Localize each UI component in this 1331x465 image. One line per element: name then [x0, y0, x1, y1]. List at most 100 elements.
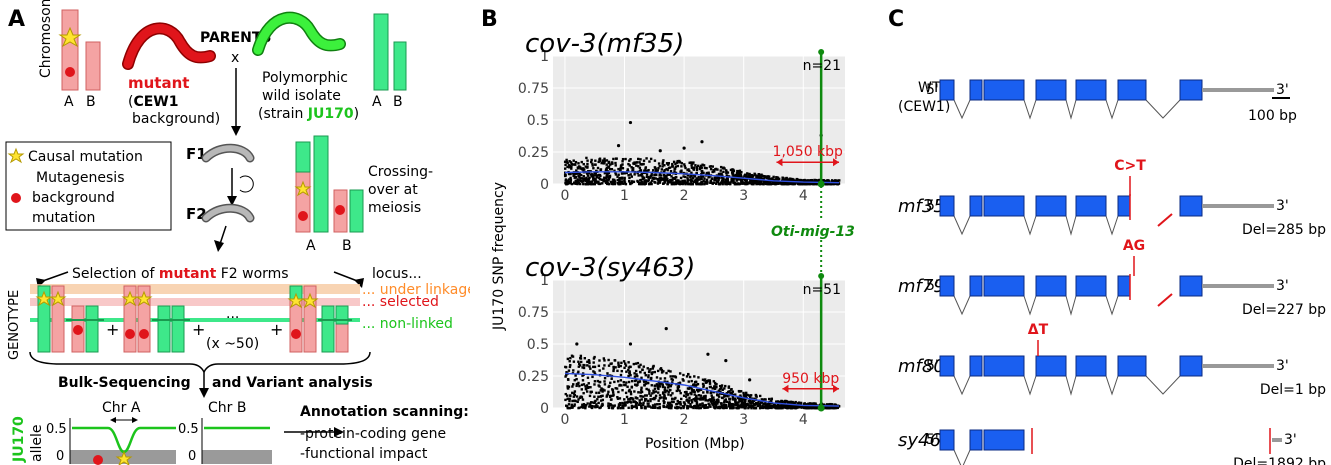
tick-05-b: 0.5	[178, 422, 199, 437]
intron-line	[1023, 375, 1037, 396]
y-tick-label: 0	[540, 177, 549, 193]
panel-a: A Chromosome A B mutant (CEW1 background…	[5, 0, 470, 465]
interval-arrow-left	[782, 384, 789, 393]
exon-box	[969, 429, 983, 451]
exon-box	[1179, 275, 1203, 297]
f1-label: F1	[186, 145, 207, 163]
exon-box	[983, 275, 1025, 297]
exon-box	[983, 355, 1025, 377]
exon-box	[1035, 355, 1067, 377]
legend-causal: Causal mutation	[28, 149, 143, 165]
panel-b-ylabel: JU170 SNP frequency	[491, 182, 507, 331]
genotype-group-3	[287, 285, 352, 353]
y-tick-label: 0.25	[518, 369, 549, 385]
intron-line	[953, 375, 971, 396]
exon-box	[1117, 355, 1147, 377]
x-tick-label: 3	[739, 412, 748, 428]
panel-c-letter: C	[888, 7, 904, 32]
interval-arrow-left	[776, 158, 783, 167]
exon-box	[969, 355, 983, 377]
exon-box	[939, 355, 955, 377]
under-linkage-label: ... under linkage	[362, 282, 470, 298]
deletion-label: Del=1 bp	[1260, 382, 1326, 398]
scale-label: 100 bp	[1248, 108, 1297, 124]
deletion-label: Del=227 bp	[1242, 302, 1326, 318]
intron-line	[1065, 99, 1077, 120]
interval-arrow-right	[833, 158, 840, 167]
annotation-title: Annotation scanning:	[300, 404, 469, 420]
gene-model-row: mf35 Del=285 bp 5' 3' C>T	[898, 158, 1326, 238]
y-tick-label: 0	[540, 401, 549, 417]
utr-bar	[1202, 88, 1274, 92]
exon-box	[983, 429, 1025, 451]
intron-line	[1145, 375, 1181, 395]
exon-box	[1035, 79, 1067, 101]
y-tick-label: 0.5	[527, 113, 549, 129]
exon-box	[1179, 195, 1203, 217]
genotype-group-1	[35, 285, 104, 353]
x-tick-label: 4	[799, 188, 808, 204]
exon-box	[983, 195, 1025, 217]
exon-box	[939, 429, 955, 451]
intron-line	[1065, 295, 1077, 316]
snp-outlier-point	[628, 120, 633, 125]
panel-b-charts: B JU170 SNP frequency Position (Mbp) 0 0.…	[481, 7, 855, 452]
snp-outlier-point	[616, 144, 621, 148]
interval-arrow-right	[833, 384, 840, 393]
five-prime-label: 5'	[926, 432, 939, 448]
snp-points	[563, 156, 841, 186]
n-label: n=51	[803, 282, 841, 298]
locus-label: locus...	[372, 266, 422, 282]
snp-outlier-point	[748, 378, 752, 382]
snp-outlier-point	[575, 342, 579, 346]
three-prime-label: 3'	[1276, 278, 1289, 294]
chr-a-plot-label: Chr A	[102, 400, 141, 416]
mutation-label: ΔT	[1028, 322, 1049, 338]
background-mutation-dot-icon	[65, 67, 75, 77]
allele-name: mf35	[898, 196, 945, 217]
crossing-3: meiosis	[368, 200, 421, 216]
tick-0-a: 0	[56, 449, 64, 464]
panel-a-letter: A	[8, 7, 25, 32]
causal-mutation-star-icon	[58, 26, 82, 48]
gene-model-row: mf80 Del=1 bp 5' 3' ΔT	[898, 322, 1326, 398]
y-tick-label: 0.75	[518, 305, 549, 321]
wild-chr-b-label: B	[393, 94, 403, 110]
plus-2: +	[192, 320, 205, 339]
utr-bar	[1202, 364, 1274, 368]
legend-star-icon	[7, 147, 25, 164]
chart-title: cov-3(mf35)	[525, 29, 684, 59]
cross-label: x	[231, 50, 239, 66]
mutant-label: mutant	[128, 74, 189, 92]
marker-label: Oti-mig-13	[771, 224, 855, 240]
exon-box	[1075, 275, 1107, 297]
gene-model-row: sy463 Del=1892 bp 5' 3'	[898, 428, 1326, 465]
legend-bg-2: background	[32, 190, 115, 206]
wild-chromosome-b	[393, 41, 407, 91]
background-label: background)	[132, 111, 220, 127]
legend-bg-3: mutation	[32, 210, 95, 226]
exon-box	[969, 275, 983, 297]
exon-box	[969, 79, 983, 101]
three-prime-label: 3'	[1284, 432, 1297, 448]
selection-line: Selection of mutant F2 worms	[72, 266, 289, 282]
trend-line	[564, 372, 840, 407]
exon-box	[1035, 275, 1067, 297]
chr-a-label: A	[64, 94, 74, 110]
chromosome-label: Chromosome	[38, 0, 54, 78]
strain-line: (strain JU170)	[258, 106, 359, 122]
snp-outlier-point	[724, 359, 728, 363]
crossing-1: Crossing-	[368, 164, 433, 180]
exon-box	[983, 79, 1025, 101]
annotation-item-2: -functional impact	[300, 446, 428, 462]
y-tick-label: 0.75	[518, 81, 549, 97]
allele-axis-label: allele	[29, 425, 45, 462]
chr-b-label: B	[86, 94, 96, 110]
crossing-2: over at	[368, 182, 418, 198]
chr-b-plot-label: Chr B	[208, 400, 246, 416]
times-label: (x ~50)	[206, 336, 259, 352]
x-tick-label: 2	[680, 412, 689, 428]
wild-chr-a-label: A	[372, 94, 382, 110]
intron-line	[1105, 375, 1119, 396]
snp-outlier-point	[664, 327, 668, 331]
